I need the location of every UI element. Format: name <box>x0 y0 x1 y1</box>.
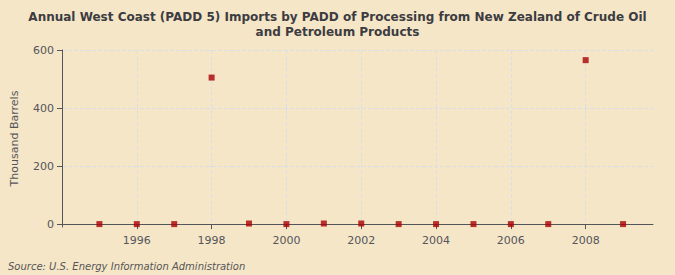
svg-text:Source: U.S. Energy Informatio: Source: U.S. Energy Information Administ… <box>8 261 245 272</box>
svg-text:2004: 2004 <box>422 234 450 247</box>
svg-text:2002: 2002 <box>347 234 375 247</box>
svg-text:2000: 2000 <box>272 234 300 247</box>
svg-text:600: 600 <box>33 44 54 57</box>
svg-text:400: 400 <box>33 102 54 115</box>
svg-text:and Petroleum Products: and Petroleum Products <box>256 25 420 39</box>
svg-text:1996: 1996 <box>123 234 151 247</box>
svg-text:Thousand Barrels: Thousand Barrels <box>8 90 21 187</box>
svg-text:0: 0 <box>47 218 54 231</box>
svg-text:Annual West Coast (PADD 5) Imp: Annual West Coast (PADD 5) Imports by PA… <box>28 10 646 24</box>
svg-text:2006: 2006 <box>497 234 525 247</box>
svg-text:2008: 2008 <box>572 234 600 247</box>
svg-text:1998: 1998 <box>198 234 226 247</box>
svg-text:200: 200 <box>33 160 54 173</box>
